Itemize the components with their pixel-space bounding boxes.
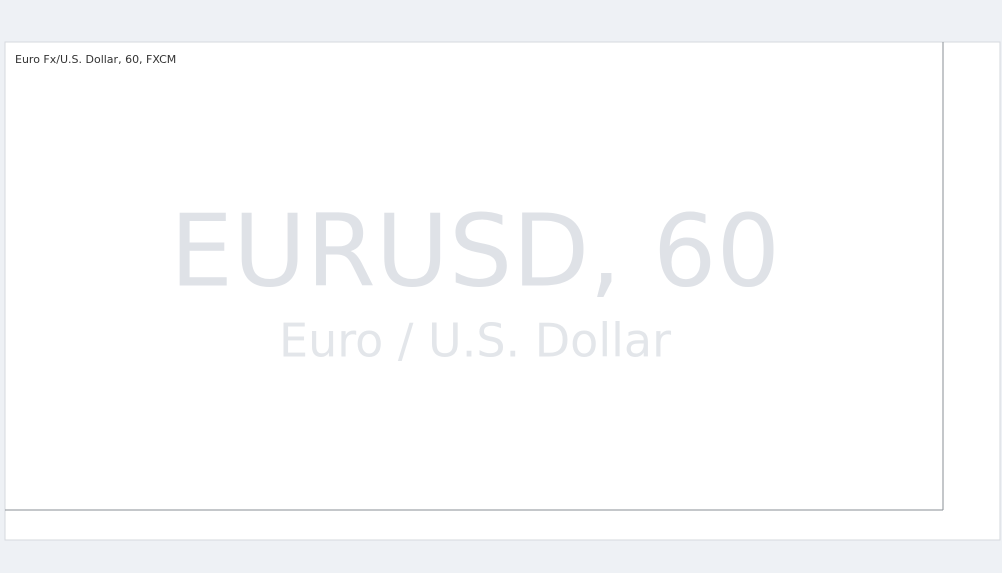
watermark: EURUSD, 60 [170, 192, 780, 309]
chart-panel [4, 41, 1001, 541]
chart-title: Euro Fx/U.S. Dollar, 60, FXCM [15, 53, 176, 66]
watermark-subtitle: Euro / U.S. Dollar [279, 314, 671, 368]
